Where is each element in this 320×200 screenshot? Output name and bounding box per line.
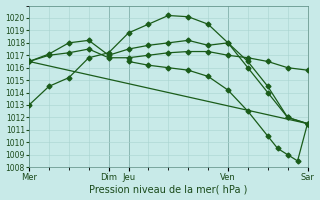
X-axis label: Pression niveau de la mer( hPa ): Pression niveau de la mer( hPa )	[89, 184, 247, 194]
